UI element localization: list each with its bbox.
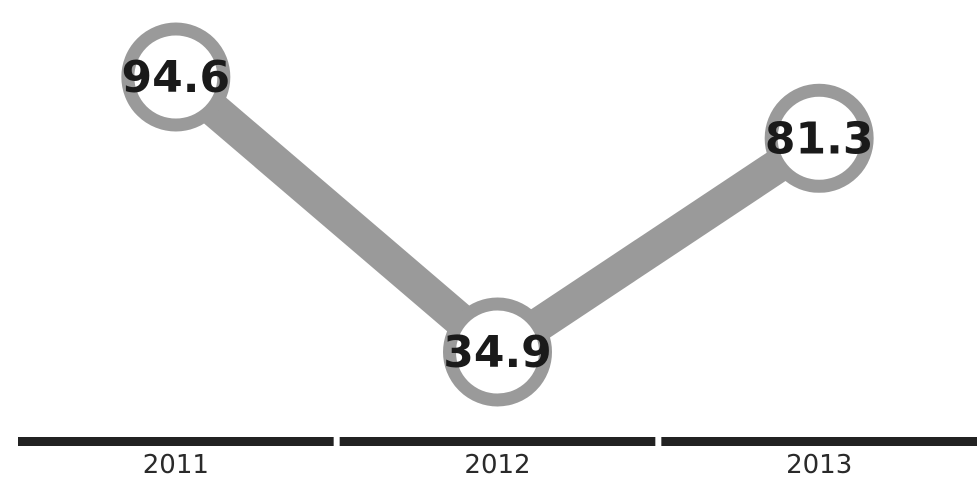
axis-segment-2012 <box>339 437 656 446</box>
series-line-group <box>164 64 829 367</box>
category-label: 2011 <box>143 450 209 477</box>
data-label: 34.9 <box>443 327 552 378</box>
category-labels: 2011 2012 2013 <box>143 450 853 477</box>
series-line-segment <box>488 124 829 367</box>
data-points: 94.6 34.9 81.3 <box>121 22 874 407</box>
data-label: 81.3 <box>765 113 874 164</box>
category-axis <box>18 437 977 446</box>
data-label: 94.6 <box>122 52 231 103</box>
data-point-2013: 81.3 <box>764 83 874 193</box>
data-point-marker <box>764 83 874 193</box>
data-point-2011: 94.6 <box>121 22 231 132</box>
axis-segment-2013 <box>661 437 977 446</box>
axis-segment-2011 <box>18 437 334 446</box>
data-point-marker <box>121 22 231 132</box>
series-line-segment <box>164 64 509 365</box>
data-point-marker <box>443 297 552 407</box>
category-label: 2012 <box>464 450 530 477</box>
data-point-2012: 34.9 <box>443 297 552 407</box>
category-label: 2013 <box>786 450 852 477</box>
